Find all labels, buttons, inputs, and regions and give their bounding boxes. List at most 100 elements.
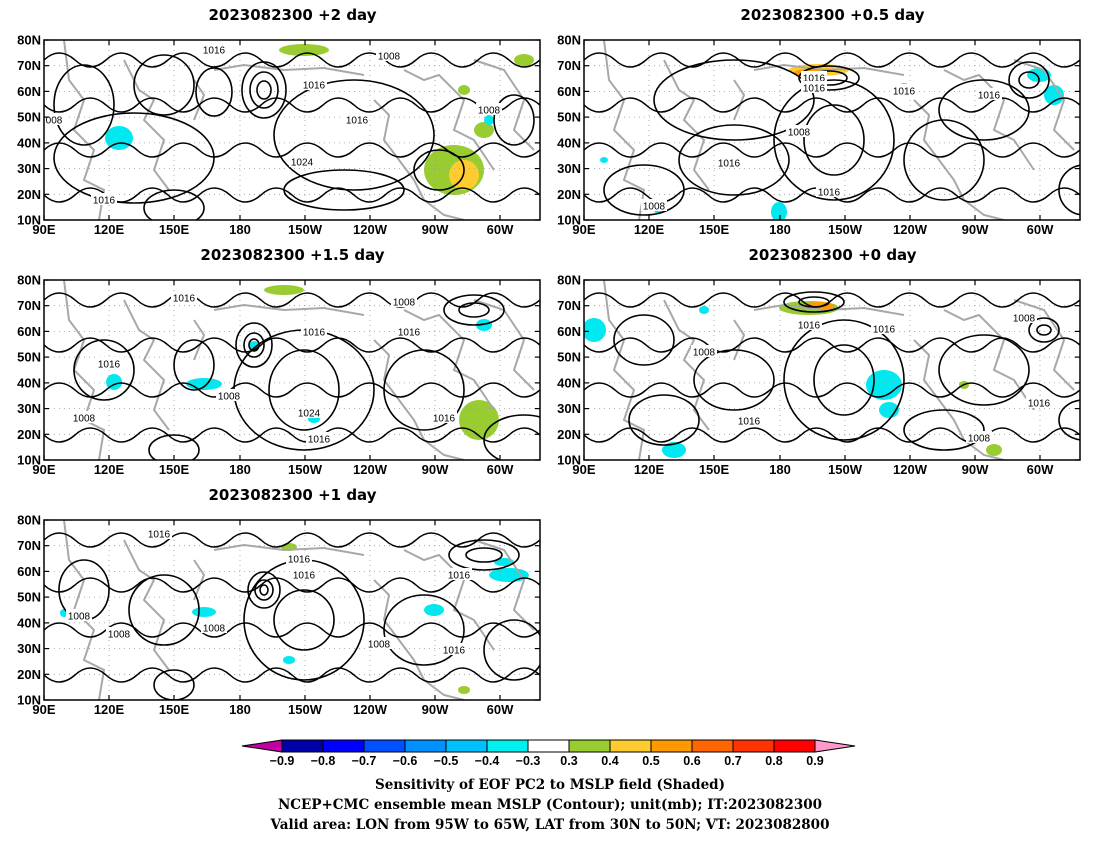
lon-tick-label: 150E xyxy=(699,222,730,237)
mslp-contour xyxy=(413,149,465,191)
coastline xyxy=(193,559,206,601)
lat-tick-label: 50N xyxy=(17,350,41,365)
sensitivity-shading xyxy=(699,306,709,314)
contour-label: 1008 xyxy=(368,640,391,651)
coastline xyxy=(213,63,365,76)
sensitivity-shading xyxy=(484,115,494,125)
lat-tick-label: 40N xyxy=(557,135,581,150)
mslp-contour xyxy=(44,292,540,308)
sensitivity-shading xyxy=(264,285,304,295)
mslp-contour xyxy=(653,59,815,141)
sensitivity-shading xyxy=(584,318,606,342)
lon-tick-label: 90W xyxy=(422,702,449,717)
mslp-contour xyxy=(1018,71,1040,89)
mslp-contour xyxy=(584,292,1080,308)
mslp-contour xyxy=(584,427,1080,443)
lon-tick-label: 60W xyxy=(487,462,514,477)
lat-tick-label: 50N xyxy=(17,590,41,605)
mslp-contour xyxy=(783,291,845,313)
contour-label: 1016 xyxy=(1028,399,1051,410)
sensitivity-shading xyxy=(771,202,787,220)
lat-tick-label: 20N xyxy=(557,187,581,202)
mslp-contour xyxy=(448,539,520,571)
mslp-contour xyxy=(938,334,1030,406)
colorbar-label: −0.9 xyxy=(270,754,295,768)
coastline xyxy=(603,40,646,220)
mslp-contour xyxy=(148,434,200,460)
plot-frame xyxy=(583,39,1081,221)
lat-tick-label: 20N xyxy=(17,667,41,682)
lat-tick-label: 60N xyxy=(17,324,41,339)
contour-label: 1008 xyxy=(788,128,811,139)
lon-tick-label: 120W xyxy=(353,702,388,717)
colorbar-label: −0.8 xyxy=(311,754,336,768)
mslp-contour xyxy=(628,394,700,446)
colorbar: −0.9 −0.8 −0.7 −0.6 −0.5 −0.4 −0.3 0.3 0.4 0.5 0.6… xyxy=(241,739,856,768)
contour-label: 1016 xyxy=(293,571,316,582)
coastline xyxy=(603,280,646,460)
lat-tick-label: 40N xyxy=(17,615,41,630)
mslp-contour xyxy=(259,584,269,596)
mslp-contour xyxy=(195,67,233,117)
mslp-contour xyxy=(73,339,135,401)
lat-tick-label: 20N xyxy=(557,427,581,442)
lat-tick-label: 20N xyxy=(17,187,41,202)
mslp-contour xyxy=(44,142,540,158)
lat-tick-label: 60N xyxy=(557,324,581,339)
contour-label: 1016 xyxy=(448,571,471,582)
mslp-contour xyxy=(803,104,865,176)
contour-label: 1008 xyxy=(968,434,991,445)
mslp-contour xyxy=(584,142,1080,158)
mslp-contour xyxy=(173,339,215,391)
coastline xyxy=(63,280,106,460)
coastline xyxy=(473,299,535,391)
coastline xyxy=(753,303,905,316)
lon-tick-label: 90W xyxy=(962,222,989,237)
sensitivity-shading xyxy=(186,378,222,390)
lat-tick-label: 60N xyxy=(17,84,41,99)
colorbar-label: 0.9 xyxy=(806,754,823,768)
mslp-contour xyxy=(465,547,503,563)
lon-tick-label: 120W xyxy=(893,222,928,237)
lat-tick-label: 70N xyxy=(17,58,41,73)
mslp-contour xyxy=(128,574,200,646)
colorbar-swatch xyxy=(732,739,775,753)
colorbar-label: −0.5 xyxy=(434,754,459,768)
sensitivity-shading xyxy=(283,656,295,664)
contour-label: 1008 xyxy=(478,106,501,117)
lon-tick-label: 90E xyxy=(32,222,55,237)
caption-line-2: NCEP+CMC ensemble mean MSLP (Contour); u… xyxy=(277,797,823,813)
contour-label: 1016 xyxy=(893,87,916,98)
contour-label: 1008 xyxy=(218,392,241,403)
sensitivity-shading xyxy=(986,444,1002,456)
mslp-contour xyxy=(678,124,790,196)
mslp-contour xyxy=(44,382,540,398)
mslp-contour xyxy=(256,80,272,100)
coastline xyxy=(913,99,1005,220)
contour-label: 1016 xyxy=(203,46,226,57)
lat-tick-label: 80N xyxy=(17,273,41,288)
contour-label: 1016 xyxy=(978,91,1001,102)
panel-title: 2023082300 +1.5 day xyxy=(200,246,385,264)
lon-tick-label: 120E xyxy=(94,702,125,717)
lat-tick-label: 70N xyxy=(17,298,41,313)
map-panel: 1016 1016 1008 1008 1016 1016 1008 90E 120E 150E 1… xyxy=(557,273,1081,477)
sensitivity-shading xyxy=(494,558,514,566)
mslp-contour xyxy=(938,79,1030,141)
mslp-contour xyxy=(613,314,675,366)
lon-tick-label: 150E xyxy=(159,702,190,717)
mslp-contour xyxy=(44,667,540,683)
coastline xyxy=(123,59,170,191)
lon-tick-label: 180 xyxy=(229,222,251,237)
caption-line-3: Valid area: LON from 95W to 65W, LAT fro… xyxy=(270,817,830,833)
map-panel: 1016 1008 1016 1016 1024 1016 1008 008 90E 120E 15… xyxy=(17,33,541,237)
mslp-contour xyxy=(243,332,265,358)
plot-frame xyxy=(43,279,541,461)
sensitivity-shading xyxy=(474,122,494,138)
mslp-contour xyxy=(584,187,1080,203)
mslp-contour xyxy=(44,622,540,638)
mslp-contour xyxy=(273,79,435,191)
plot-frame xyxy=(43,519,541,701)
lon-tick-label: 180 xyxy=(229,702,251,717)
lat-tick-label: 10N xyxy=(557,213,581,228)
